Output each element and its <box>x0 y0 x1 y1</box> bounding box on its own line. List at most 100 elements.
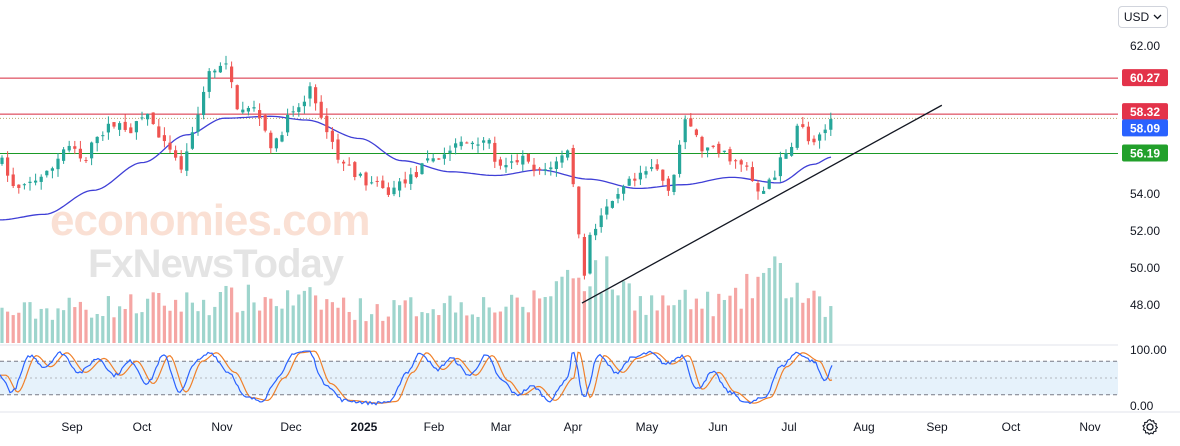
volume-bar <box>106 296 110 343</box>
candle-body <box>230 66 234 83</box>
x-tick-Mar: Mar <box>491 420 512 434</box>
candle-body <box>554 161 558 170</box>
candle-body <box>403 179 407 184</box>
candle-body <box>689 118 693 127</box>
volume-bar <box>252 302 256 343</box>
ascending-trendline <box>581 104 943 304</box>
candle-body <box>510 161 514 163</box>
volume-bar <box>605 256 609 343</box>
volume-bar <box>510 294 514 343</box>
candle-body <box>633 178 637 181</box>
candle-body <box>297 107 301 112</box>
candle-body <box>577 186 581 235</box>
volume-bar <box>728 295 732 343</box>
candle-body <box>134 121 138 133</box>
volume-bar <box>297 294 301 343</box>
currency-selector[interactable]: USD <box>1118 6 1168 28</box>
candle-body <box>34 180 38 183</box>
candle-body <box>582 237 586 276</box>
candle-body <box>504 165 508 168</box>
volume-bar <box>258 310 262 343</box>
candle-body <box>269 132 273 149</box>
volume-bar <box>140 312 144 343</box>
volume-bar <box>336 307 340 343</box>
candle-body <box>694 129 698 136</box>
candle-body <box>790 146 794 156</box>
volume-bar <box>599 293 603 343</box>
volume-bar <box>689 309 693 343</box>
volume-bar <box>263 297 267 343</box>
candle-body <box>162 135 166 142</box>
candle-body <box>795 125 799 148</box>
stochastic-d-line <box>0 350 833 404</box>
volume-bar <box>594 260 598 343</box>
volume-bar <box>773 256 777 343</box>
settings-gear-icon[interactable] <box>1141 418 1159 436</box>
candle-body <box>95 136 99 144</box>
candle-body <box>543 169 547 171</box>
volume-bar <box>829 306 833 343</box>
volume-bar <box>364 321 368 343</box>
volume-bar <box>745 273 749 343</box>
volume-bar <box>790 297 794 343</box>
candle-body <box>123 121 127 130</box>
candle-body <box>526 153 530 162</box>
volume-bar <box>151 292 155 343</box>
candle-body <box>291 111 295 113</box>
volume-bar <box>375 304 379 343</box>
candle-body <box>521 155 525 165</box>
candle-body <box>437 158 441 160</box>
candle-body <box>571 148 575 185</box>
candle-body <box>314 87 318 104</box>
candle-body <box>756 183 760 192</box>
volume-bar <box>566 269 570 343</box>
x-tick-Sep: Sep <box>926 420 948 434</box>
volume-bar <box>661 295 665 343</box>
candle-body <box>454 143 458 148</box>
volume-bar <box>459 302 463 343</box>
volume-bar <box>381 320 385 343</box>
trendline[interactable] <box>581 104 943 304</box>
candle-body <box>661 169 665 181</box>
candle-body <box>650 167 654 169</box>
volume-bar <box>627 283 631 343</box>
volume-bar <box>616 295 620 343</box>
volume-bar <box>762 272 766 343</box>
candle-body <box>398 181 402 191</box>
candle-body <box>431 158 435 162</box>
candle-body <box>812 138 816 143</box>
stochastic-k-line <box>0 350 833 406</box>
volume-bar <box>750 298 754 343</box>
candle-body <box>588 234 592 274</box>
volume-bar <box>358 298 362 343</box>
currency-label: USD <box>1123 10 1150 24</box>
volume-bar <box>73 307 77 343</box>
volume-bar <box>448 295 452 343</box>
volume-bar <box>280 308 284 343</box>
horizontal-levels[interactable] <box>0 77 1118 155</box>
x-tick-Nov: Nov <box>1079 420 1100 434</box>
volume-bar <box>314 295 318 343</box>
x-tick-Feb: Feb <box>424 420 445 434</box>
candle-body <box>84 160 88 162</box>
stochastic-oscillator <box>0 350 833 406</box>
volume-bar <box>235 312 239 343</box>
volume-bar <box>806 298 810 343</box>
candle-body <box>767 179 771 189</box>
price-label-58.09: 58.09 <box>1130 121 1160 135</box>
volume-bar <box>190 302 194 343</box>
volume-bar <box>230 287 234 343</box>
candle-body <box>784 153 788 159</box>
volume-bar <box>11 315 15 343</box>
volume-bar <box>386 316 390 343</box>
candle-body <box>330 130 334 142</box>
volume-bar <box>588 286 592 343</box>
candle-body <box>599 215 603 228</box>
candle-body <box>739 160 743 165</box>
volume-bar <box>67 297 71 343</box>
volume-bar <box>465 315 469 343</box>
candle-body <box>386 187 390 195</box>
volume-bar <box>610 289 614 343</box>
volume-bar <box>734 287 738 343</box>
